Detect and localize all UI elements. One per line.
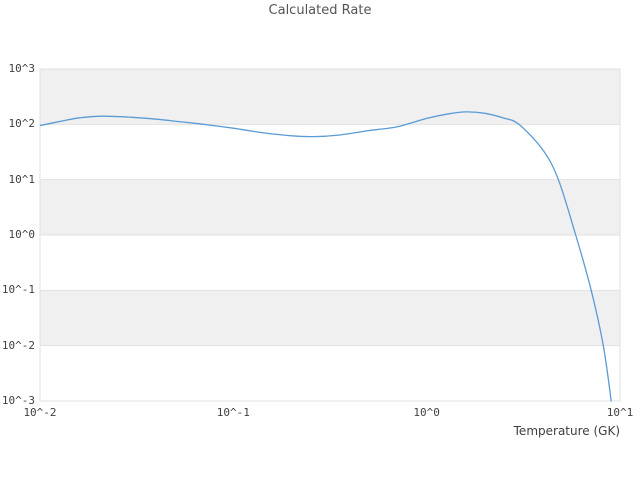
x-axis-title: Temperature (GK) <box>513 424 620 438</box>
y-tick-label: 10^1 <box>8 172 36 186</box>
series-line-calculated-rate <box>40 111 612 402</box>
decade-band <box>40 179 620 235</box>
y-tick-label: 10^0 <box>8 228 36 241</box>
y-tick-label: 10^2 <box>8 117 36 131</box>
decade-band <box>40 69 620 125</box>
decade-band <box>40 290 620 346</box>
y-tick-label: 10^-2 <box>1 338 35 352</box>
x-tick-label: 10^-1 <box>216 406 250 419</box>
plot-border <box>39 68 621 402</box>
y-tick-label: 10^-3 <box>1 394 35 407</box>
x-tick-label: 10^-2 <box>23 406 57 419</box>
y-tick-label: 10^3 <box>8 62 36 75</box>
y-tick-label: 10^-1 <box>1 283 35 297</box>
x-tick-label: 10^1 <box>606 406 634 419</box>
x-tick-label: 10^0 <box>413 406 440 419</box>
chart-title: Calculated Rate <box>268 3 372 18</box>
